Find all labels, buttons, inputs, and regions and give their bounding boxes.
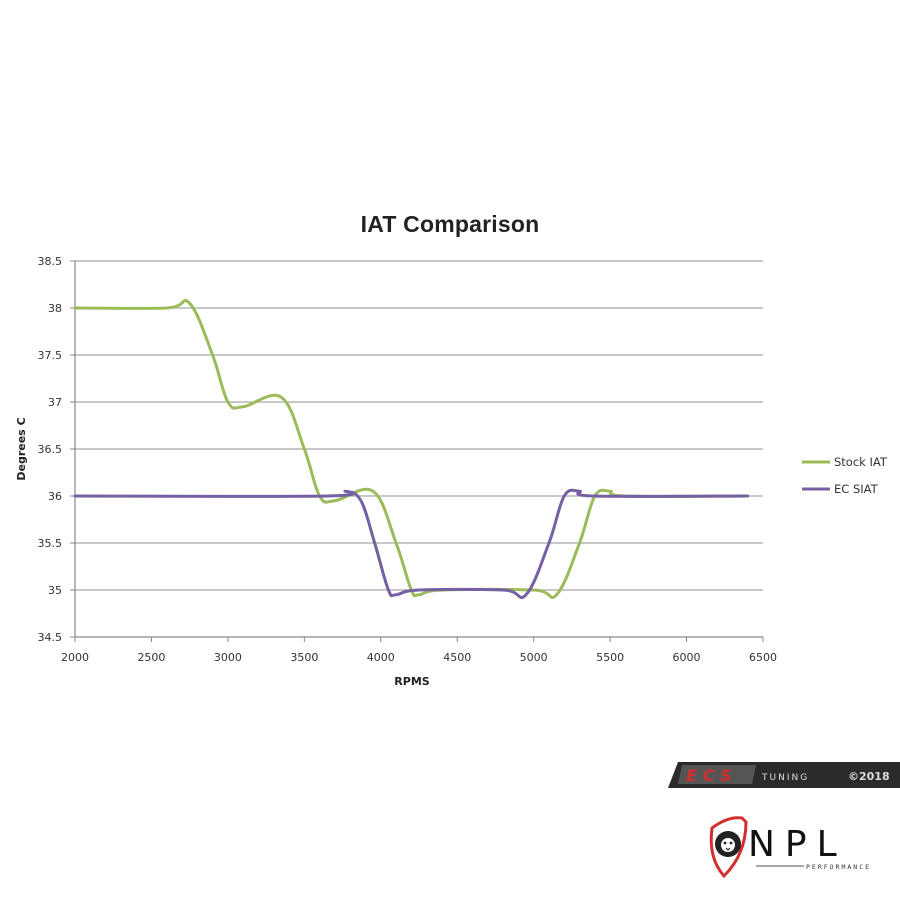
- y-tick-label: 38: [48, 302, 62, 315]
- y-tick-label: 35: [48, 584, 62, 597]
- series-line-stock-iat: [73, 298, 750, 600]
- axes: [70, 260, 764, 642]
- ecs-logo-text: ECS: [686, 766, 738, 785]
- x-tick-label: 4500: [443, 651, 471, 664]
- x-tick-label: 5500: [596, 651, 624, 664]
- ecs-copyright-text: ©2018: [848, 770, 890, 783]
- legend: Stock IAT EC SIAT: [802, 455, 888, 496]
- chart-title: IAT Comparison: [360, 211, 540, 237]
- x-tick-labels: 2000 2500 3000 3500 4000 4500 5000 5500 6000 6500: [61, 651, 777, 664]
- lion-icon: [715, 831, 741, 857]
- npl-performance-text: PERFORMANCE: [806, 863, 871, 871]
- x-tick-label: 2000: [61, 651, 89, 664]
- y-tick-labels: 34.5 35 35.5 36 36.5 37 37.5 38 38.5: [38, 255, 63, 644]
- x-tick-label: 6500: [749, 651, 777, 664]
- x-axis-title: RPMS: [394, 675, 429, 688]
- ecs-tuning-watermark: ECS TUNING ©2018: [668, 762, 900, 788]
- y-tick-label: 34.5: [38, 631, 63, 644]
- y-tick-label: 37.5: [38, 349, 63, 362]
- gridlines: [75, 260, 763, 591]
- x-tick-label: 3500: [290, 651, 318, 664]
- y-tick-label: 38.5: [38, 255, 63, 268]
- shield-icon: [709, 816, 748, 879]
- legend-label-ec-siat: EC SIAT: [834, 482, 879, 496]
- y-tick-label: 35.5: [38, 537, 63, 550]
- line-chart: 34.5 35 35.5 36 36.5 37 37.5 38 38.5 2000 2500 300…: [15, 255, 888, 688]
- series-line-ec-siat: [73, 488, 750, 600]
- ecs-tuning-text: TUNING: [761, 773, 809, 783]
- y-tick-label: 37: [48, 396, 62, 409]
- x-tick-label: 5000: [520, 651, 548, 664]
- x-tick-label: 2500: [137, 651, 165, 664]
- x-tick-label: 4000: [367, 651, 395, 664]
- y-tick-label: 36.5: [38, 443, 63, 456]
- y-tick-label: 36: [48, 490, 62, 503]
- x-tick-label: 6000: [673, 651, 701, 664]
- data-series: [73, 298, 750, 600]
- npl-performance-logo: NPL PERFORMANCE: [709, 816, 871, 879]
- y-axis-title: Degrees C: [15, 417, 28, 480]
- npl-text: NPL: [748, 824, 847, 865]
- x-tick-label: 3000: [214, 651, 242, 664]
- legend-label-stock-iat: Stock IAT: [834, 455, 888, 469]
